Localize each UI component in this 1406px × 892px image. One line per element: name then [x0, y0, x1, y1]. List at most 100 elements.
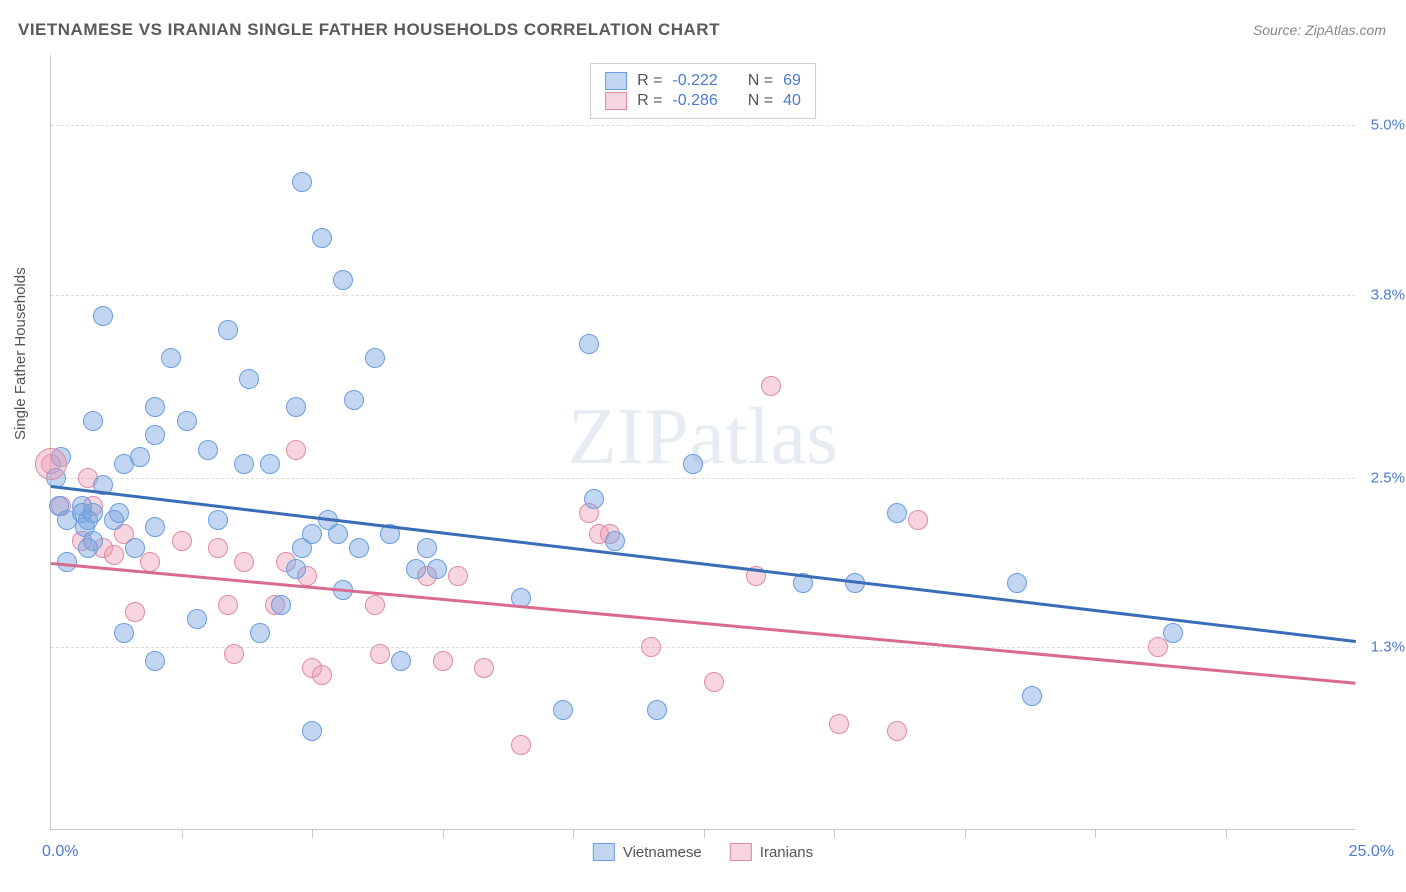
x-tick [573, 829, 574, 838]
correlation-chart: VIETNAMESE VS IRANIAN SINGLE FATHER HOUS… [0, 0, 1406, 892]
scatter-point-vietnamese [312, 228, 332, 248]
scatter-point-vietnamese [145, 397, 165, 417]
scatter-point-vietnamese [1163, 623, 1183, 643]
scatter-point-iranians [218, 595, 238, 615]
x-tick [965, 829, 966, 838]
scatter-point-vietnamese [391, 651, 411, 671]
scatter-point-vietnamese [83, 503, 103, 523]
scatter-point-iranians [208, 538, 228, 558]
scatter-point-vietnamese [365, 348, 385, 368]
scatter-point-vietnamese [286, 559, 306, 579]
scatter-point-iranians [224, 644, 244, 664]
scatter-point-iranians [474, 658, 494, 678]
scatter-point-vietnamese [145, 517, 165, 537]
x-tick [834, 829, 835, 838]
scatter-point-vietnamese [177, 411, 197, 431]
scatter-point-iranians [370, 644, 390, 664]
legend-item-vietnamese: Vietnamese [593, 843, 702, 861]
scatter-point-vietnamese [553, 700, 573, 720]
scatter-point-iranians [908, 510, 928, 530]
y-axis-label: Single Father Households [12, 267, 29, 440]
n-label: N = [748, 92, 773, 110]
scatter-point-vietnamese [93, 306, 113, 326]
swatch-vietnamese-icon [593, 843, 615, 861]
source-attribution: Source: ZipAtlas.com [1253, 22, 1386, 38]
chart-title: VIETNAMESE VS IRANIAN SINGLE FATHER HOUS… [18, 20, 720, 40]
scatter-point-iranians [286, 440, 306, 460]
swatch-iranians-icon [730, 843, 752, 861]
stats-legend: R = -0.222 N = 69 R = -0.286 N = 40 [590, 63, 816, 119]
scatter-point-vietnamese [406, 559, 426, 579]
scatter-point-vietnamese [344, 390, 364, 410]
scatter-point-iranians [365, 595, 385, 615]
scatter-point-iranians [641, 637, 661, 657]
scatter-point-vietnamese [584, 489, 604, 509]
scatter-point-vietnamese [125, 538, 145, 558]
stats-row-iranians: R = -0.286 N = 40 [605, 92, 801, 110]
gridline-h [51, 295, 1355, 296]
scatter-point-iranians [1148, 637, 1168, 657]
legend-label-vietnamese: Vietnamese [623, 844, 702, 861]
scatter-point-iranians [312, 665, 332, 685]
gridline-h [51, 478, 1355, 479]
scatter-point-vietnamese [427, 559, 447, 579]
scatter-point-vietnamese [114, 623, 134, 643]
scatter-point-iranians [511, 735, 531, 755]
scatter-point-vietnamese [208, 510, 228, 530]
scatter-point-vietnamese [647, 700, 667, 720]
legend-label-iranians: Iranians [760, 844, 813, 861]
scatter-point-iranians [761, 376, 781, 396]
scatter-point-vietnamese [1007, 573, 1027, 593]
trend-line-iranians [51, 562, 1356, 684]
x-tick [312, 829, 313, 838]
scatter-point-vietnamese [302, 524, 322, 544]
scatter-point-iranians [125, 602, 145, 622]
scatter-point-vietnamese [328, 524, 348, 544]
x-tick [443, 829, 444, 838]
scatter-point-iranians [433, 651, 453, 671]
scatter-point-iranians [704, 672, 724, 692]
x-axis-min-label: 0.0% [42, 843, 78, 861]
scatter-point-iranians [104, 545, 124, 565]
x-axis-max-label: 25.0% [1349, 843, 1394, 861]
r-label: R = [637, 92, 662, 110]
scatter-point-vietnamese [887, 503, 907, 523]
x-tick [182, 829, 183, 838]
r-value-vietnamese: -0.222 [672, 72, 717, 90]
series-legend: Vietnamese Iranians [593, 843, 813, 861]
scatter-point-vietnamese [187, 609, 207, 629]
n-label: N = [748, 72, 773, 90]
gridline-label: 5.0% [1371, 117, 1405, 134]
scatter-point-vietnamese [286, 397, 306, 417]
gridline-label: 2.5% [1371, 469, 1405, 486]
watermark: ZIPatlas [568, 392, 839, 483]
scatter-point-vietnamese [605, 531, 625, 551]
scatter-point-vietnamese [292, 172, 312, 192]
scatter-point-vietnamese [109, 503, 129, 523]
gridline-label: 1.3% [1371, 638, 1405, 655]
scatter-point-vietnamese [145, 651, 165, 671]
watermark-bold: ZIP [568, 393, 690, 481]
stats-row-vietnamese: R = -0.222 N = 69 [605, 72, 801, 90]
scatter-point-iranians [140, 552, 160, 572]
scatter-point-vietnamese [145, 425, 165, 445]
x-tick [1095, 829, 1096, 838]
scatter-point-vietnamese [417, 538, 437, 558]
scatter-point-vietnamese [198, 440, 218, 460]
scatter-point-vietnamese [271, 595, 291, 615]
gridline-h [51, 125, 1355, 126]
scatter-point-vietnamese [333, 270, 353, 290]
swatch-vietnamese-icon [605, 72, 627, 90]
r-label: R = [637, 72, 662, 90]
scatter-point-vietnamese [218, 320, 238, 340]
scatter-point-vietnamese [234, 454, 254, 474]
scatter-point-vietnamese [83, 411, 103, 431]
watermark-thin: atlas [689, 393, 838, 481]
scatter-point-vietnamese [1022, 686, 1042, 706]
scatter-point-vietnamese [260, 454, 280, 474]
scatter-point-iranians-large [35, 448, 67, 480]
swatch-iranians-icon [605, 92, 627, 110]
scatter-point-iranians [172, 531, 192, 551]
scatter-point-vietnamese [83, 531, 103, 551]
scatter-point-iranians [887, 721, 907, 741]
